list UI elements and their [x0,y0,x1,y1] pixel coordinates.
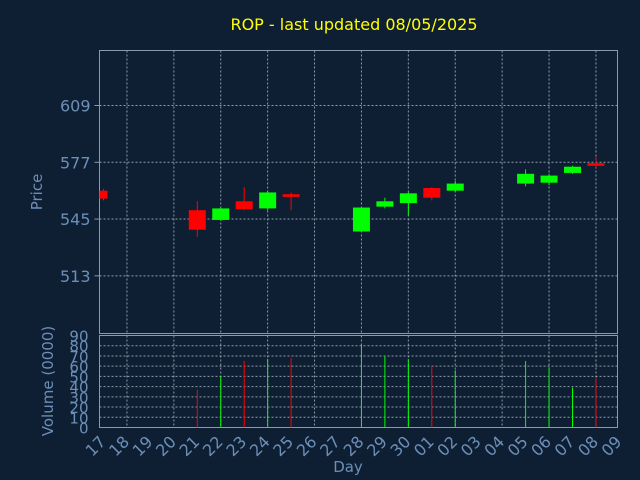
volume-tick-label: 80 [69,338,88,356]
candle-body [282,194,300,197]
volume-tick-label: 20 [69,399,88,417]
candle-body [564,166,581,173]
candle-body [446,183,464,191]
volume-tick-label: 30 [69,389,88,407]
x-tick-label: 09 [598,432,626,460]
candle-body [540,175,558,183]
volume-axis-label: Volume (0000) [39,326,57,436]
volume-grid [99,335,618,428]
volume-tick-label: 60 [69,358,88,376]
candle-body [423,188,441,198]
price-tick-label: 609 [60,97,91,116]
price-tick-label: 513 [60,267,91,286]
x-ticks: 1718192021222324252627282930010203040506… [82,432,626,460]
x-axis-label: Day [333,458,363,476]
candle-body [352,207,370,232]
candle-body [399,193,417,204]
price-grid [99,50,618,334]
volume-bars [196,343,597,428]
price-panel-frame [99,50,618,334]
candle-body [259,192,277,209]
price-y-ticks: 513 545 577 609 [60,97,100,286]
price-tick-label: 545 [60,210,91,229]
volume-tick-label: 0 [79,420,89,438]
candle-body [376,201,394,207]
volume-tick-label: 90 [69,328,88,346]
candle-body [188,210,206,230]
candle-body [517,173,535,184]
candle-body [235,201,253,210]
price-axis-label: Price [28,174,46,211]
candle-body [587,163,605,166]
volume-tick-label: 40 [69,379,88,397]
candles [99,156,605,237]
chart-title: ROP - last updated 08/05/2025 [230,15,477,34]
price-tick-label: 577 [60,153,91,172]
volume-tick-label: 50 [69,368,88,386]
volume-tick-label: 70 [69,348,88,366]
candle-body [99,190,108,199]
volume-panel-frame [99,335,618,428]
candle-body [212,208,230,220]
volume-tick-label: 10 [69,409,88,427]
